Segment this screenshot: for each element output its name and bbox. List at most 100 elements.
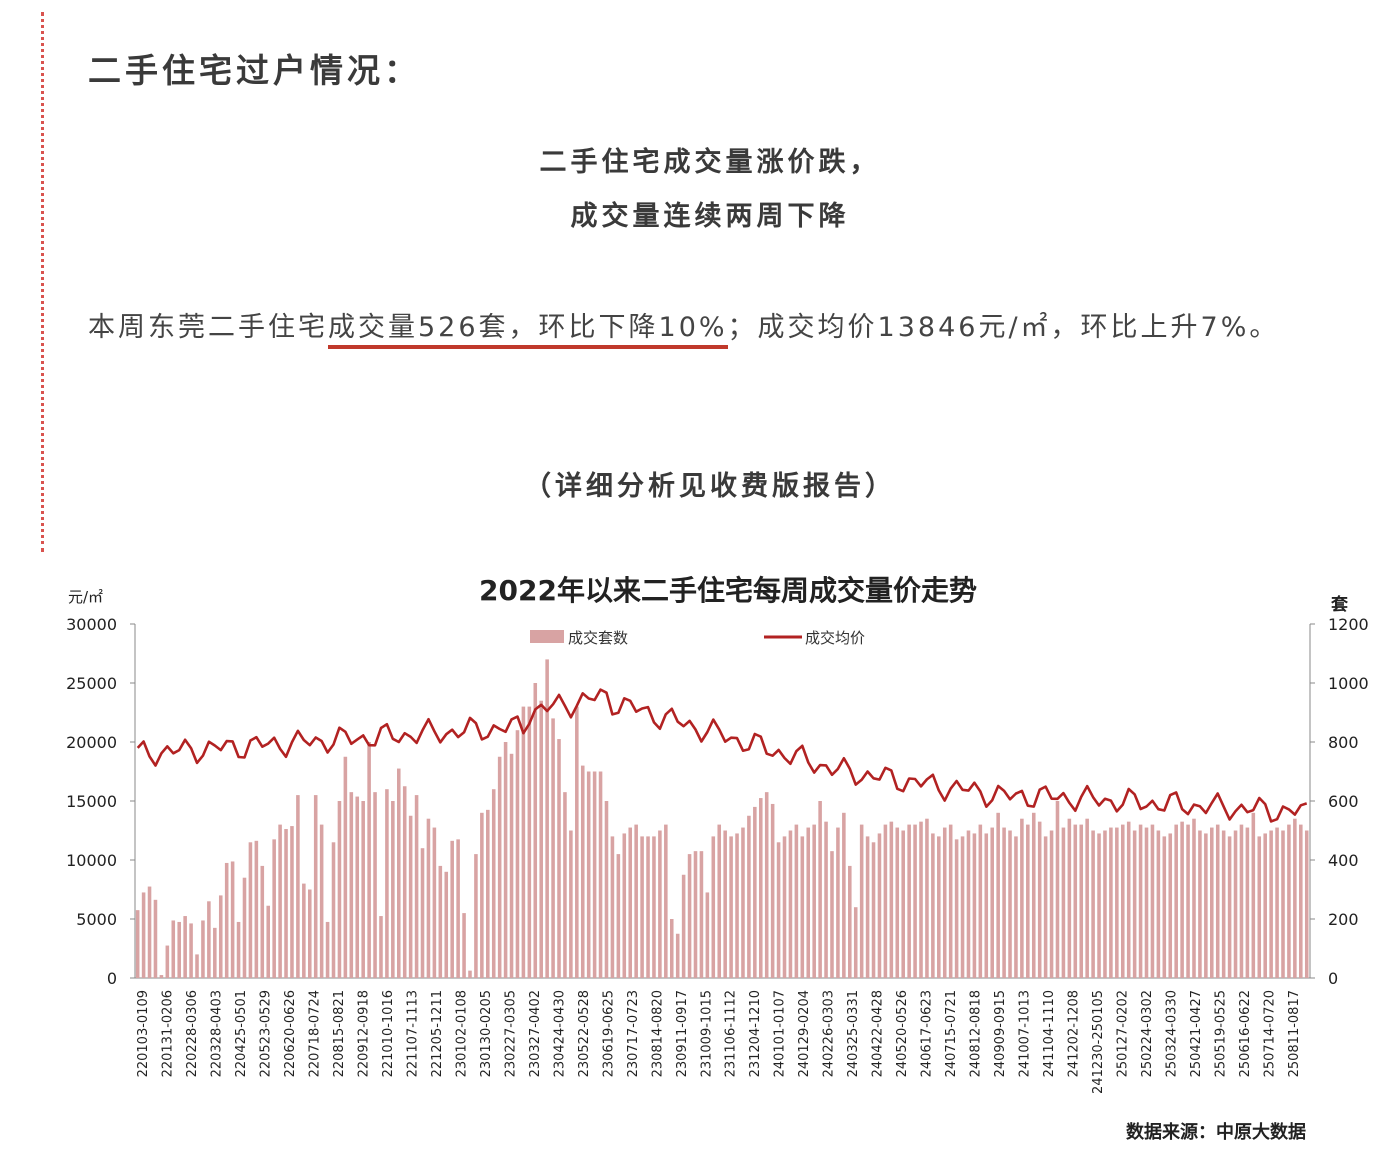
volume-bar bbox=[408, 815, 413, 978]
volume-bar bbox=[1275, 827, 1279, 978]
volume-bar bbox=[652, 836, 656, 978]
volume-bar bbox=[699, 851, 704, 978]
volume-bar bbox=[1156, 830, 1161, 978]
volume-bar bbox=[165, 945, 170, 978]
legend-line-label: 成交均价 bbox=[805, 629, 865, 647]
legend-bar-swatch bbox=[530, 630, 564, 643]
volume-bar bbox=[1204, 833, 1208, 978]
volume-bar bbox=[818, 801, 822, 978]
volume-bar bbox=[171, 920, 176, 978]
volume-bar bbox=[1002, 827, 1006, 978]
x-tick-label: 230911-0917 bbox=[675, 990, 690, 1077]
x-tick-label: 230619-0625 bbox=[601, 990, 616, 1077]
volume-bar bbox=[201, 920, 205, 978]
volume-bar bbox=[628, 827, 633, 978]
x-tick-label: 220425-0501 bbox=[234, 990, 249, 1077]
volume-bars bbox=[135, 659, 1309, 978]
volume-bar bbox=[379, 916, 383, 978]
volume-bar bbox=[1055, 801, 1060, 978]
x-tick-label: 231009-1015 bbox=[699, 990, 714, 1077]
volume-bar bbox=[456, 839, 460, 978]
volume-bar bbox=[1103, 830, 1107, 978]
volume-bar bbox=[1245, 827, 1250, 978]
volume-bar bbox=[474, 854, 478, 978]
x-tick-label: 220131-0206 bbox=[161, 990, 176, 1077]
volume-bar bbox=[1233, 830, 1238, 978]
volume-bar bbox=[622, 833, 627, 978]
volume-bar bbox=[865, 836, 870, 978]
x-tick-label: 240812-0818 bbox=[969, 990, 984, 1077]
volume-bar bbox=[153, 899, 158, 978]
volume-bar bbox=[563, 792, 567, 978]
volume-bar bbox=[141, 892, 146, 978]
volume-bar bbox=[705, 892, 710, 978]
x-tick-label: 240325-0331 bbox=[846, 990, 861, 1077]
x-tick-label: 230424-0430 bbox=[552, 990, 567, 1077]
volume-bar bbox=[1144, 827, 1149, 978]
volume-bar bbox=[313, 795, 318, 978]
headline-line2: 成交量连续两周下降 bbox=[570, 201, 850, 232]
volume-bar bbox=[753, 806, 757, 978]
legend: 成交套数 成交均价 bbox=[530, 629, 865, 647]
x-tick-label: 250714-0720 bbox=[1262, 990, 1277, 1077]
y-left-tick-label: 5000 bbox=[76, 910, 117, 929]
volume-bar bbox=[224, 862, 229, 978]
volume-bar bbox=[135, 910, 140, 978]
x-tick-label: 221010-1016 bbox=[381, 990, 396, 1077]
volume-bar bbox=[925, 818, 929, 978]
x-tick-label: 241104-1110 bbox=[1042, 990, 1057, 1077]
volume-bar bbox=[711, 836, 716, 978]
volume-bar bbox=[242, 877, 247, 978]
volume-bar bbox=[189, 923, 193, 978]
volume-bar bbox=[1037, 821, 1042, 978]
volume-bar bbox=[1281, 830, 1285, 978]
volume-bar bbox=[1287, 824, 1291, 978]
x-tick-label: 241230-250105 bbox=[1091, 990, 1106, 1094]
summary-lead: 本周东莞二手住宅 bbox=[88, 312, 328, 343]
volume-bar bbox=[527, 706, 532, 978]
volume-bar bbox=[1079, 824, 1084, 978]
y-right-tick-label: 0 bbox=[1328, 969, 1338, 988]
volume-bar bbox=[942, 827, 947, 978]
volume-bar bbox=[361, 801, 365, 978]
volume-bar bbox=[966, 830, 971, 978]
y-left-tick-label: 30000 bbox=[66, 615, 117, 634]
volume-bar bbox=[871, 842, 876, 978]
volume-bar bbox=[978, 824, 983, 978]
volume-bar bbox=[343, 756, 348, 978]
volume-bar bbox=[444, 871, 449, 978]
x-tick-label: 230717-0723 bbox=[626, 990, 641, 1077]
y-right-unit: 套 bbox=[1330, 594, 1349, 615]
y-right-tick-label: 800 bbox=[1328, 733, 1359, 752]
volume-bar bbox=[616, 854, 621, 978]
volume-bar bbox=[1008, 830, 1012, 978]
volume-bar bbox=[1132, 830, 1137, 978]
volume-bar bbox=[420, 848, 425, 978]
volume-bar bbox=[569, 830, 573, 978]
volume-bar bbox=[788, 830, 793, 978]
volume-bar bbox=[557, 739, 561, 978]
volume-bar bbox=[776, 842, 781, 978]
x-tick-label: 220718-0724 bbox=[308, 990, 323, 1077]
x-tick-label: 250616-0622 bbox=[1238, 990, 1253, 1077]
x-tick-label: 250811-0817 bbox=[1287, 990, 1302, 1077]
y-right-tick-label: 1000 bbox=[1328, 674, 1369, 693]
volume-bar bbox=[284, 829, 288, 978]
volume-bar bbox=[758, 798, 763, 978]
volume-bar bbox=[1293, 818, 1297, 978]
volume-bar bbox=[515, 730, 520, 978]
volume-bar bbox=[1097, 833, 1101, 978]
volume-bar bbox=[1227, 836, 1232, 978]
volume-bar bbox=[260, 865, 265, 978]
x-tick-label: 220815-0821 bbox=[332, 990, 347, 1077]
volume-bar bbox=[782, 836, 787, 978]
volume-bar bbox=[794, 824, 799, 978]
volume-bar bbox=[937, 836, 941, 978]
volume-bar bbox=[1198, 830, 1202, 978]
volume-bar bbox=[1263, 833, 1267, 978]
volume-bar bbox=[432, 827, 437, 978]
x-tick-label: 250127-0202 bbox=[1115, 990, 1130, 1077]
x-tick-label: 250519-0525 bbox=[1213, 990, 1228, 1077]
volume-bar bbox=[770, 803, 775, 978]
volume-bar bbox=[664, 824, 668, 978]
